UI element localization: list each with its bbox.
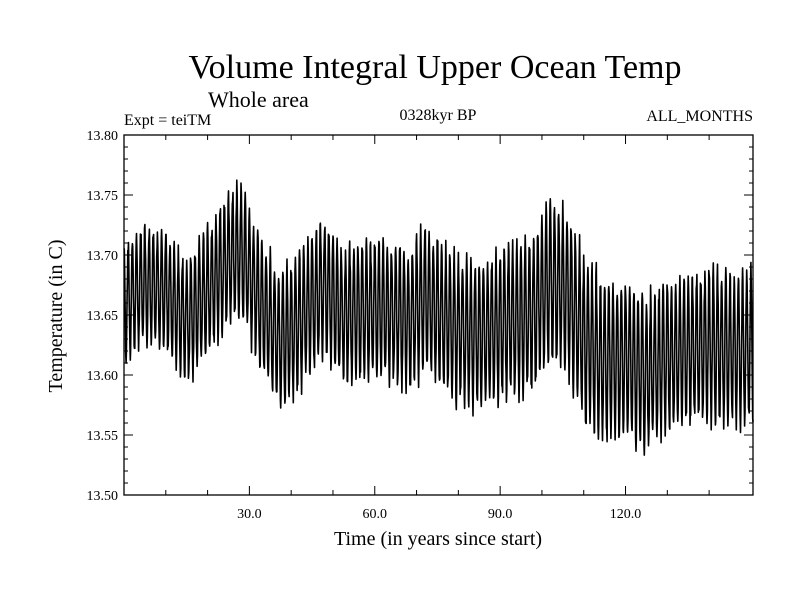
y-tick-label: 13.70 [87, 249, 119, 264]
x-axis-label: Time (in years since start) [334, 528, 542, 550]
axis-ticks: 30.0 60.0 90.0 120.0 13.50 13.55 13.60 13.65 13.… [87, 129, 753, 522]
experiment-label: Expt = teiTM [124, 112, 211, 129]
period-label: 0328kyr BP [400, 107, 477, 124]
chart-subtitle: Whole area [208, 87, 309, 112]
y-tick-label: 13.65 [87, 309, 119, 324]
y-tick-label: 13.80 [87, 129, 119, 144]
x-tick-label: 60.0 [363, 507, 388, 522]
y-tick-label: 13.60 [87, 369, 119, 384]
x-tick-label: 120.0 [610, 507, 642, 522]
series-layer [123, 179, 754, 456]
x-tick-label: 90.0 [488, 507, 513, 522]
months-label: ALL_MONTHS [646, 108, 753, 125]
plot-frame [123, 134, 754, 496]
y-tick-label: 13.50 [87, 489, 119, 504]
temperature-series-line [123, 179, 754, 456]
y-tick-label: 13.75 [87, 189, 119, 204]
y-axis-label: Temperature (in C) [45, 240, 67, 393]
y-tick-label: 13.55 [87, 429, 119, 444]
x-tick-label: 30.0 [237, 507, 262, 522]
chart-title: Volume Integral Upper Ocean Temp [189, 49, 682, 86]
